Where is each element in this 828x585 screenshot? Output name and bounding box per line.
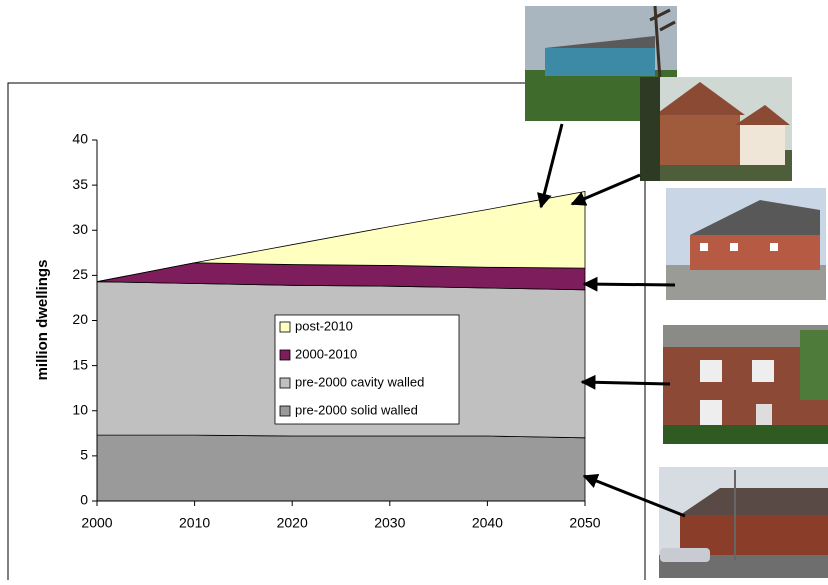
y-tick-label: 10 bbox=[72, 401, 88, 417]
arrows bbox=[537, 123, 686, 518]
photo bbox=[666, 188, 826, 300]
y-tick-label: 25 bbox=[72, 266, 88, 282]
legend-label: post-2010 bbox=[295, 318, 353, 333]
photo bbox=[640, 77, 792, 181]
y-tick-label: 30 bbox=[72, 221, 88, 237]
arrow bbox=[537, 123, 564, 209]
photo bbox=[659, 467, 828, 578]
arrow bbox=[582, 473, 686, 518]
photos bbox=[525, 5, 828, 578]
x-tick-label: 2030 bbox=[374, 515, 405, 531]
area bbox=[96, 434, 586, 502]
legend-label: pre-2000 solid walled bbox=[295, 402, 418, 417]
y-tick-label: 35 bbox=[72, 176, 88, 192]
x-tick-label: 2020 bbox=[277, 515, 308, 531]
legend: post-2010 2000-2010 pre-2000 cavity walled… bbox=[274, 314, 460, 425]
y-tick-label: 20 bbox=[72, 311, 88, 327]
arrow bbox=[570, 173, 641, 206]
legend-swatch bbox=[279, 349, 291, 361]
x-tick-label: 2010 bbox=[179, 515, 210, 531]
y-tick-label: 5 bbox=[80, 447, 88, 463]
legend-box bbox=[274, 314, 460, 425]
photo bbox=[663, 325, 828, 444]
plot-area: 0 5 10 15 20 25 30 35 40 2000 2010 2020 2030 2040 2050… bbox=[72, 131, 600, 531]
x-tick-label: 2040 bbox=[472, 515, 503, 531]
y-tick-label: 15 bbox=[72, 356, 88, 372]
y-axis-label: million dwellings bbox=[34, 260, 51, 381]
legend-swatch bbox=[279, 377, 291, 389]
legend-swatch bbox=[279, 321, 291, 333]
arrow bbox=[582, 276, 676, 292]
x-tick-label: 2050 bbox=[569, 515, 600, 531]
y-tick-label: 40 bbox=[72, 131, 88, 147]
legend-label: pre-2000 cavity walled bbox=[295, 374, 424, 389]
x-tick-label: 2000 bbox=[81, 515, 112, 531]
area bbox=[96, 190, 586, 283]
legend-label: 2000-2010 bbox=[295, 346, 357, 361]
legend-swatch bbox=[279, 405, 291, 417]
y-tick-label: 0 bbox=[80, 492, 88, 508]
arrow bbox=[580, 374, 671, 390]
